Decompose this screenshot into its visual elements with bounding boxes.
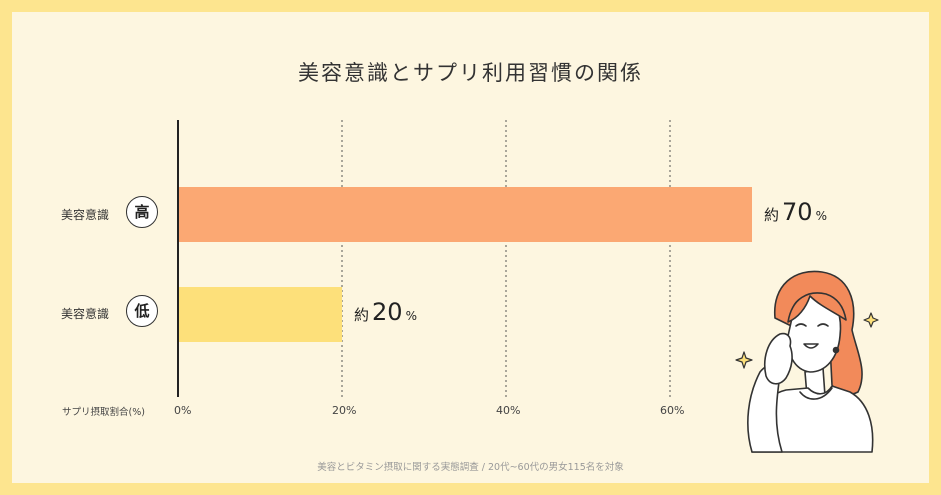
bar-0 (178, 187, 752, 242)
source-note: 美容とビタミン摂取に関する実態調査 / 20代~60代の男女115名を対象 (317, 462, 624, 473)
sparkle-icon (735, 312, 879, 369)
x-tick-label-60: 60% (660, 404, 685, 417)
badge-high: 高 (126, 196, 158, 228)
x-tick-label-40: 40% (496, 404, 521, 417)
x-tick-label-0: 0% (174, 404, 192, 417)
category-label-low: 美容意識 (61, 307, 110, 321)
woman-illustration (747, 270, 874, 453)
value-label-high: 約 70% (764, 198, 827, 226)
category-label-high: 美容意識 (61, 208, 110, 222)
chart-title: 美容意識とサプリ利用習慣の関係 (298, 61, 643, 85)
value-label-low: 約 20% (354, 298, 417, 326)
x-tick-label-20: 20% (332, 404, 357, 417)
bar-1 (178, 287, 342, 342)
badge-low: 低 (126, 295, 158, 327)
x-axis-label: サプリ摂取割合(%) (62, 407, 145, 418)
